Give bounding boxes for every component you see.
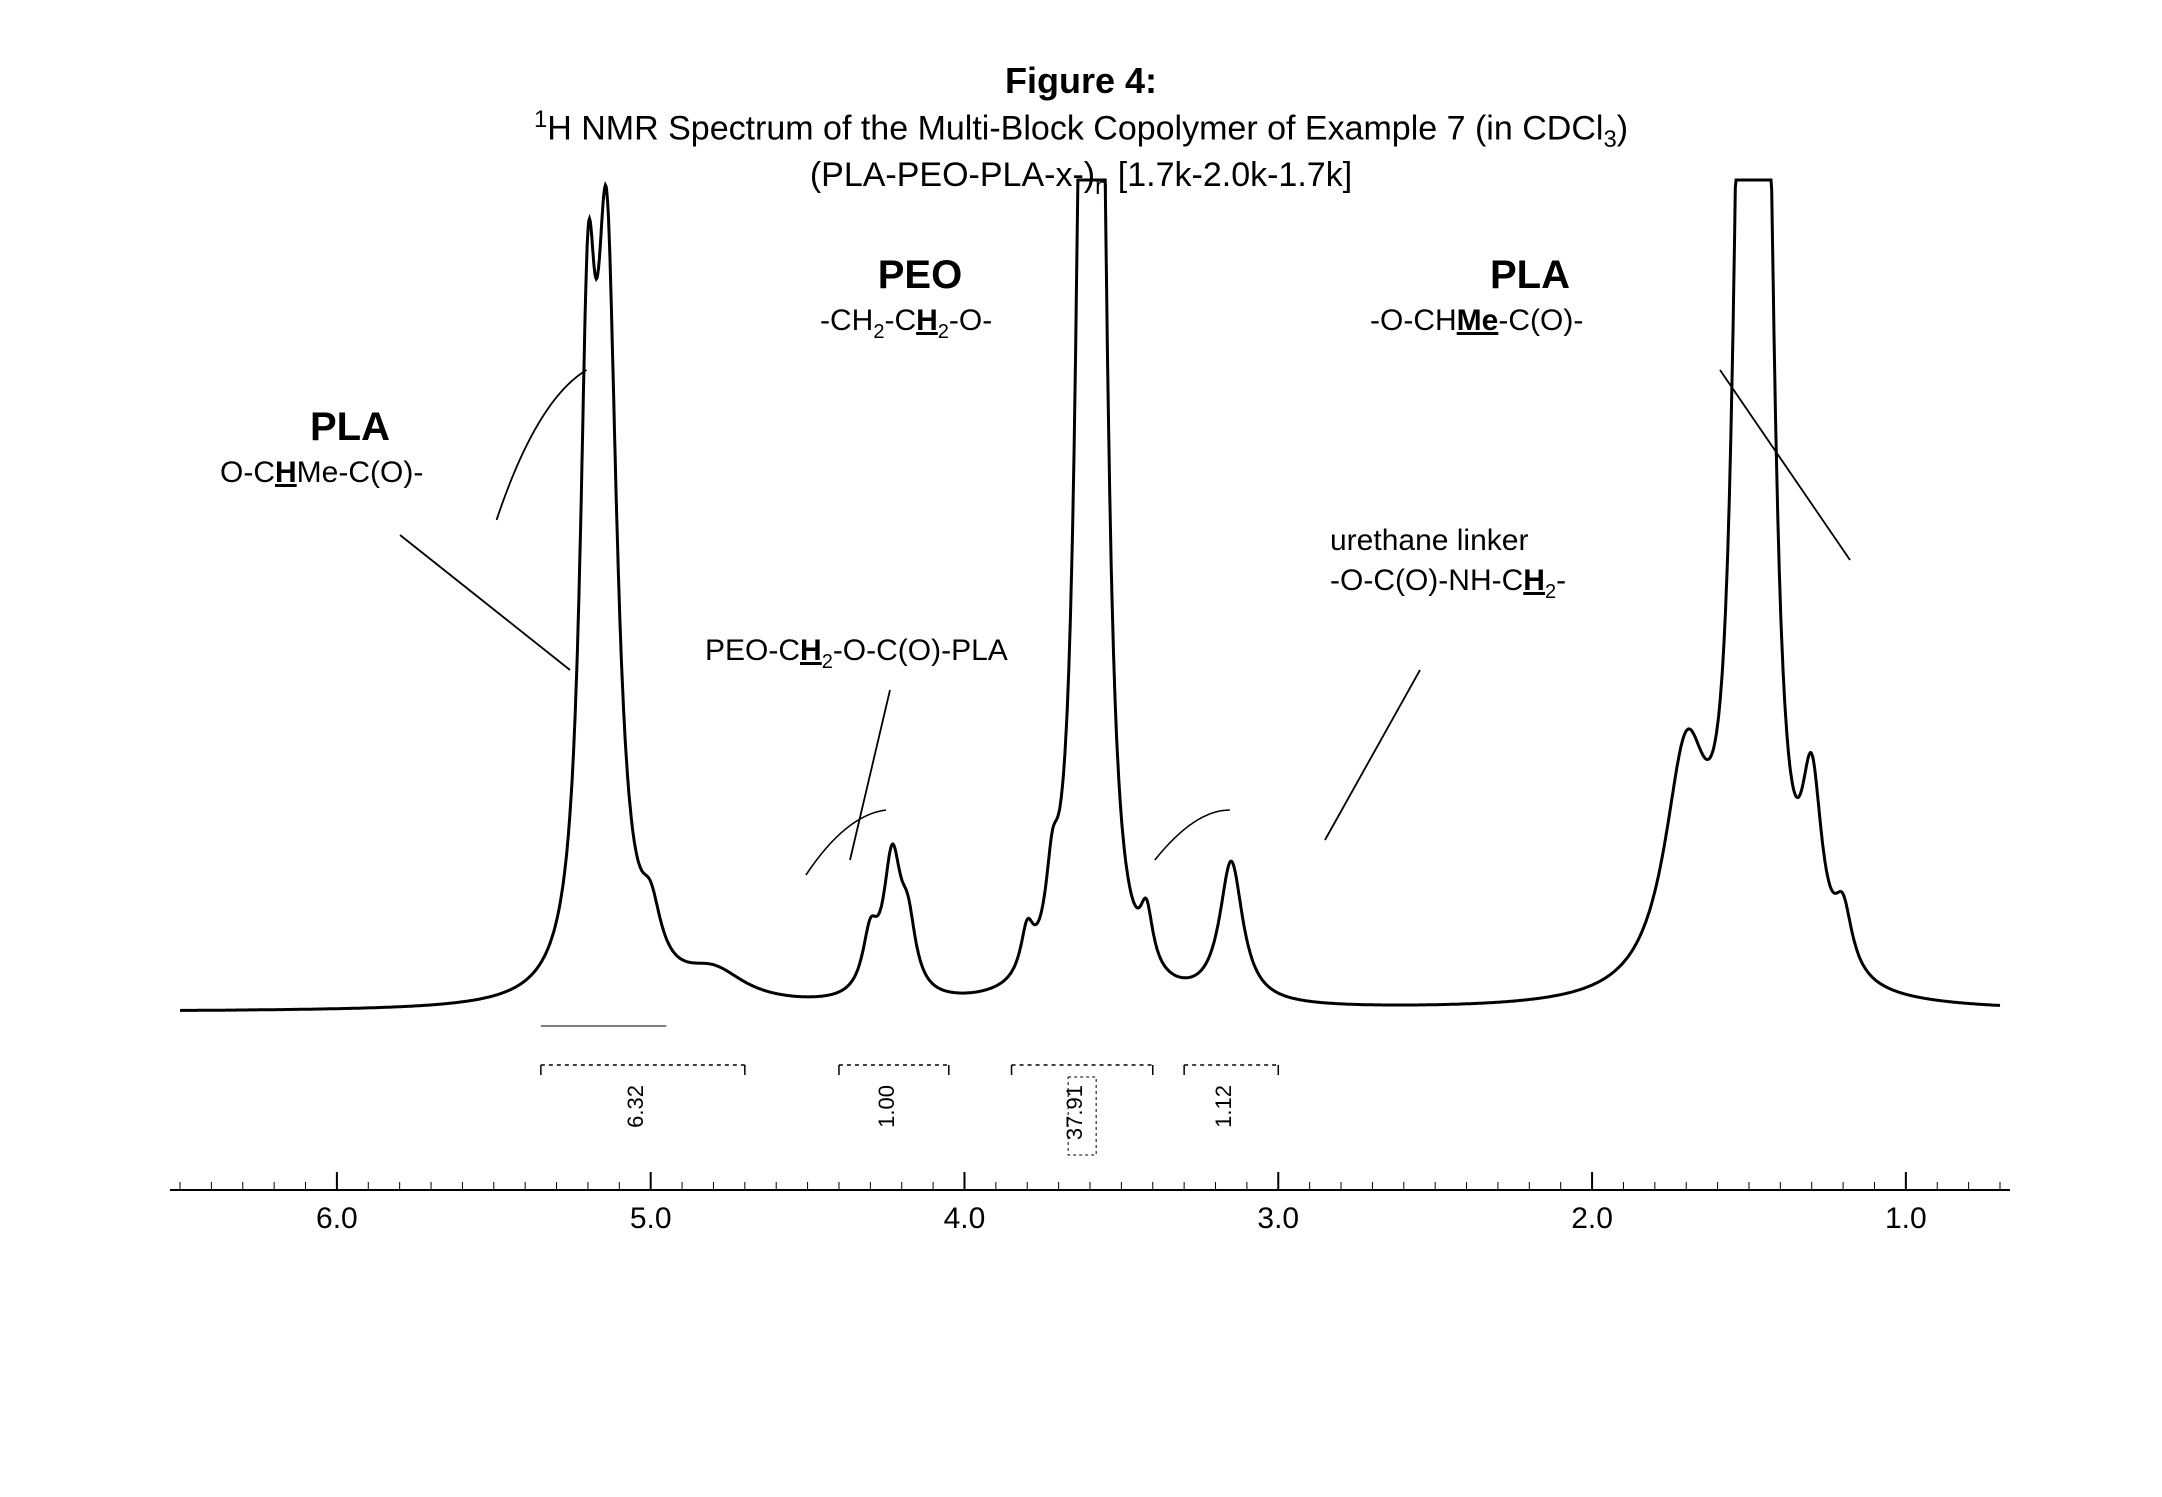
x-axis-tick-label: 5.0: [630, 1202, 672, 1235]
figure-number: Figure 4:: [0, 60, 2162, 102]
spectrum-svg: 6.32 1.00 37.91 1.12 6.0 5.0 4.0 3.0 2.0 1.0 PLA O-…: [150, 240, 2030, 1340]
spectrum-trace: [180, 180, 2000, 1011]
title-post: ): [1617, 109, 1628, 147]
annotation-pla-me-heading: PLA: [1490, 253, 1570, 297]
figure-caption-line2: 1H NMR Spectrum of the Multi-Block Copol…: [0, 106, 2162, 154]
title-sub: 3: [1603, 126, 1616, 153]
title-main: H NMR Spectrum of the Multi-Block Copoly…: [547, 109, 1603, 147]
leader-line: [1325, 670, 1420, 840]
integral-value: 1.12: [1211, 1085, 1236, 1128]
x-axis-tick-label: 1.0: [1885, 1202, 1927, 1235]
figure-title-block: Figure 4: 1H NMR Spectrum of the Multi-B…: [0, 0, 2162, 201]
leader-line: [400, 535, 570, 670]
annotation-text: -O-C(O)-NH-CH2-: [1330, 564, 1566, 603]
integral-value: 1.00: [874, 1085, 899, 1128]
annotation-text: -O-CHMe-C(O)-: [1370, 304, 1583, 337]
x-axis-tick-label: 6.0: [316, 1202, 358, 1235]
leader-line: [850, 690, 890, 860]
title3-post: [1.7k-2.0k-1.7k]: [1108, 156, 1352, 194]
annotation-urethane-line1: urethane linker: [1330, 524, 1528, 557]
peak-curl: [497, 370, 587, 520]
peak-curl: [1155, 810, 1230, 860]
x-axis-tick-label: 4.0: [944, 1202, 986, 1235]
title-sup: 1: [534, 106, 547, 133]
nmr-spectrum: 6.32 1.00 37.91 1.12 6.0 5.0 4.0 3.0 2.0 1.0 PLA O-…: [150, 240, 2030, 1340]
annotation-pla-ch-heading: PLA: [310, 405, 390, 449]
annotation-peo-heading: PEO: [878, 253, 962, 297]
annotation-text: -CH2-CH2-O-: [820, 304, 992, 343]
annotation-text: O-CHMe-C(O)-: [220, 456, 423, 489]
integral-value: 37.91: [1062, 1085, 1087, 1140]
x-axis-tick-label: 3.0: [1257, 1202, 1299, 1235]
x-axis-tick-label: 2.0: [1571, 1202, 1613, 1235]
peak-curl: [806, 810, 886, 875]
annotation-text: PEO-CH2-O-C(O)-PLA: [705, 634, 1008, 673]
title3-pre: (PLA-PEO-PLA-x-): [810, 156, 1095, 194]
leader-line: [1720, 370, 1850, 560]
integral-value: 6.32: [623, 1085, 648, 1128]
